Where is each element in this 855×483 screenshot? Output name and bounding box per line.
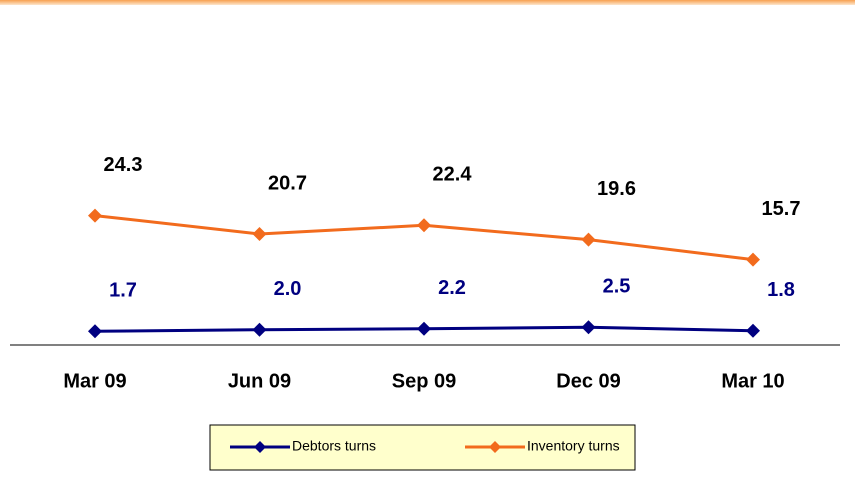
data-label: 20.7 (268, 172, 307, 194)
x-tick-label: Mar 09 (63, 370, 126, 392)
legend-label: Debtors turns (292, 438, 376, 454)
data-point (88, 324, 102, 339)
data-label: 2.0 (274, 278, 302, 300)
top-band (0, 0, 855, 5)
data-point (746, 323, 760, 338)
data-label: 15.7 (762, 198, 801, 220)
data-label: 1.8 (767, 279, 795, 301)
data-point (88, 208, 102, 223)
data-label: 2.2 (438, 277, 466, 299)
x-tick-label: Jun 09 (228, 370, 291, 392)
data-point (417, 321, 431, 336)
data-label: 19.6 (597, 178, 636, 200)
legend-label: Inventory turns (527, 438, 620, 454)
data-point (746, 252, 760, 267)
data-label: 2.5 (603, 275, 631, 297)
x-tick-label: Dec 09 (556, 370, 621, 392)
legend-marker (254, 441, 266, 453)
data-label: 22.4 (433, 164, 473, 186)
legend-marker (489, 441, 501, 453)
data-point (252, 227, 267, 242)
x-tick-label: Sep 09 (392, 370, 456, 392)
data-label: 24.3 (104, 154, 143, 176)
data-point (252, 322, 267, 337)
data-point (417, 218, 431, 233)
data-point (581, 320, 596, 335)
data-label: 1.7 (109, 280, 137, 302)
data-point (581, 232, 596, 247)
x-tick-label: Mar 10 (721, 370, 784, 392)
